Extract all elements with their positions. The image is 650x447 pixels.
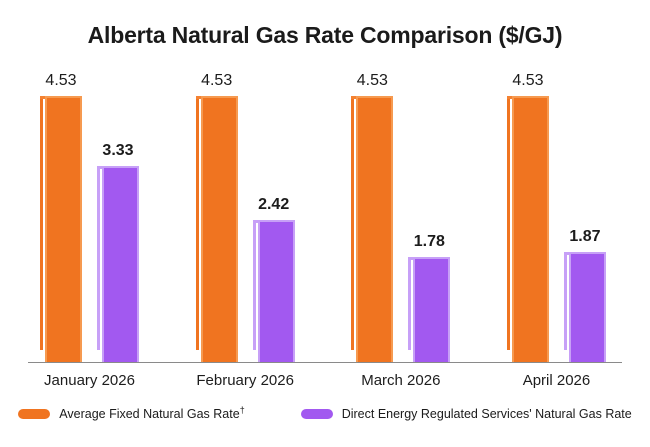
x-axis-label: January 2026 [44,372,135,389]
bar-group: 4.53 1.78 [351,71,451,362]
x-axis-labels-row: January 2026 February 2026 March 2026 April… [28,372,622,389]
bar-fill [511,96,549,362]
bar-offset-line [195,96,199,350]
regulated-rate-bar-column: 1.87 [563,227,606,362]
regulated-rate-bar [252,220,295,362]
legend-label-regulated-rate: Direct Energy Regulated Services' Natura… [341,407,632,421]
bar-fill [45,96,82,362]
regulated-rate-bar [563,252,606,362]
fixed-rate-bar-column: 4.53 [40,71,82,362]
regulated-rate-bar-column: 2.42 [252,195,295,362]
regulated-rate-bar-column: 3.33 [97,141,139,362]
regulated-rate-bar [97,166,139,362]
legend-label-text: Average Fixed Natural Gas Rate [59,407,240,421]
bar-fill [356,96,394,362]
fixed-rate-bar [195,96,238,362]
regulated-rate-bar-column: 1.78 [408,232,451,362]
legend-item-regulated-rate: Direct Energy Regulated Services' Natura… [300,407,632,421]
fixed-rate-value-label: 4.53 [512,72,544,89]
legend-item-fixed-rate: Average Fixed Natural Gas Rate† [18,404,245,421]
regulated-rate-bar [408,257,451,362]
bar-fill [257,220,295,362]
bar-group: 4.53 2.42 [195,71,295,362]
bar-fill [413,257,451,362]
fixed-rate-bar-column: 4.53 [506,71,549,362]
bar-offset-line [97,166,100,350]
regulated-rate-value-label: 3.33 [102,142,134,159]
fixed-rate-bar [506,96,549,362]
fixed-rate-bar-column: 4.53 [195,71,238,362]
bar-group: 4.53 1.87 [506,71,606,362]
plot-area: 4.53 3.33 4.53 2.42 [28,55,622,363]
bar-offset-line [506,96,510,350]
bar-offset-line [563,252,567,350]
x-axis-label: March 2026 [361,372,441,389]
x-axis-label: February 2026 [196,372,294,389]
footnote-dagger: † [239,404,245,415]
fixed-rate-bar-column: 4.53 [351,71,394,362]
chart-title: Alberta Natural Gas Rate Comparison ($/G… [87,22,563,48]
bar-offset-line [40,96,43,350]
legend-swatch-purple [300,409,333,419]
x-axis-line [28,362,622,363]
legend-label-fixed-rate: Average Fixed Natural Gas Rate† [59,404,245,421]
fixed-rate-value-label: 4.53 [356,72,388,89]
bar-fill [200,96,238,362]
bars-row: 4.53 3.33 4.53 2.42 [28,55,622,362]
bar-fill [568,252,606,362]
regulated-rate-value-label: 2.42 [258,196,290,213]
regulated-rate-value-label: 1.78 [413,233,445,250]
bar-group: 4.53 3.33 [40,71,139,362]
bar-fill [102,166,139,362]
x-axis-label: April 2026 [522,372,591,389]
bar-offset-line [252,220,256,350]
legend: Average Fixed Natural Gas Rate† Direct E… [0,404,650,421]
regulated-rate-value-label: 1.87 [569,228,601,245]
legend-swatch-orange [18,409,51,419]
fixed-rate-value-label: 4.53 [45,72,77,89]
fixed-rate-bar [40,96,82,362]
fixed-rate-bar [351,96,394,362]
fixed-rate-value-label: 4.53 [201,72,233,89]
bar-offset-line [408,257,412,350]
bar-offset-line [351,96,355,350]
chart-container: Alberta Natural Gas Rate Comparison ($/G… [0,20,650,421]
